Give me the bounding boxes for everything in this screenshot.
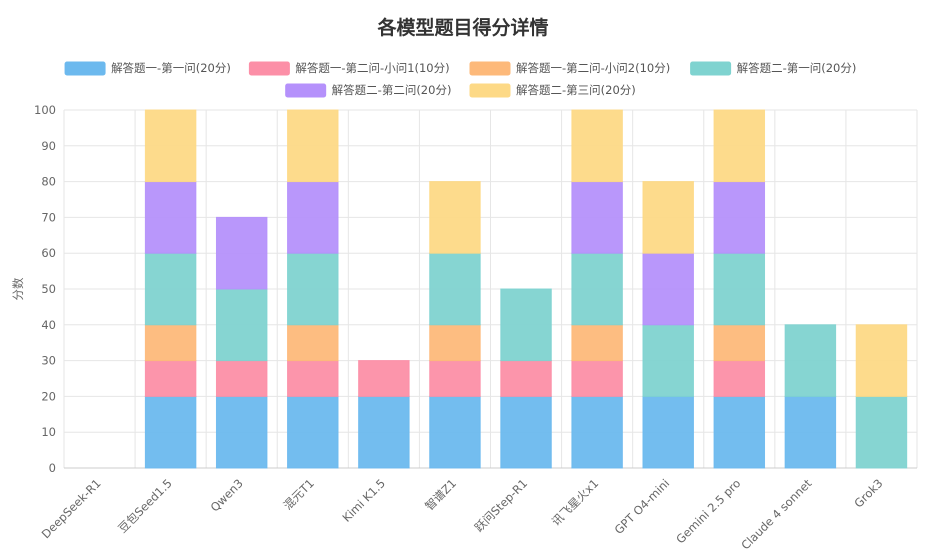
- legend-swatch: [690, 61, 732, 76]
- bar-segment: [144, 360, 197, 397]
- bar-segment: [144, 181, 197, 254]
- y-tick-label: 10: [41, 425, 56, 439]
- y-tick-label: 50: [41, 282, 56, 296]
- x-tick-label: 豆包Seed1.5: [115, 476, 174, 535]
- bar-segment: [287, 360, 339, 397]
- x-tick-label: DeepSeek-R1: [39, 476, 104, 541]
- bar-segment: [784, 395, 837, 469]
- bar-segment: [713, 324, 766, 362]
- bar-segment: [287, 109, 339, 183]
- y-tick-label: 20: [41, 389, 56, 403]
- bar-segment: [571, 360, 623, 397]
- bar-segment: [287, 324, 339, 362]
- x-tick-label: 讯飞星火x1: [549, 476, 601, 528]
- bar-segment: [429, 360, 481, 397]
- y-tick-label: 100: [34, 103, 56, 117]
- bar-segment: [713, 360, 766, 397]
- y-tick-label: 80: [41, 175, 56, 189]
- x-tick-label: Qwen3: [208, 476, 246, 514]
- bar-segment: [713, 109, 766, 183]
- y-tick-label: 40: [41, 318, 56, 332]
- legend-swatch: [285, 83, 327, 98]
- bar-segment: [287, 395, 339, 469]
- y-axis-label: 分数: [11, 277, 25, 300]
- legend-label: 解答题二-第二问(20分): [332, 83, 452, 97]
- bar-segment: [571, 181, 623, 254]
- legend-label: 解答题二-第一问(20分): [737, 61, 857, 75]
- y-tick-label: 60: [41, 246, 56, 260]
- bar-segment: [144, 109, 197, 183]
- bar-segment: [642, 181, 694, 254]
- bar-segment: [571, 252, 623, 326]
- bars: [144, 109, 908, 469]
- x-tick-label: GPT O4-mini: [612, 476, 673, 537]
- bar-segment: [500, 395, 552, 469]
- y-tick-label: 70: [41, 210, 56, 224]
- bar-segment: [713, 252, 766, 326]
- x-tick-label: 混元T1: [281, 476, 317, 512]
- y-axis-ticks: 0 10 20 30 40 50 60 70 80 90 100: [34, 103, 56, 475]
- bar-segment: [144, 252, 197, 326]
- bar-segment: [571, 109, 623, 183]
- legend-label: 解答题一-第一问(20分): [111, 61, 231, 75]
- legend-label: 解答题二-第三问(20分): [516, 83, 636, 97]
- y-tick-label: 0: [49, 461, 56, 475]
- bar-segment: [358, 360, 410, 397]
- bar-segment: [642, 324, 694, 397]
- x-tick-label: 跃问Step-R1: [472, 476, 530, 534]
- x-tick-label: Claude 4 sonnet: [738, 476, 815, 553]
- bar-segment: [713, 395, 766, 469]
- bar-segment: [287, 252, 339, 326]
- bar-segment: [500, 288, 552, 362]
- legend-swatch: [469, 83, 511, 98]
- bar-segment: [429, 181, 481, 254]
- bar-segment: [713, 181, 766, 254]
- bar-segment: [215, 360, 268, 397]
- bar-segment: [215, 288, 268, 362]
- legend-label: 解答题一-第二问-小问1(10分): [295, 61, 449, 75]
- bar-segment: [571, 324, 623, 362]
- legend: 解答题一-第一问(20分) 解答题一-第二问-小问1(10分) 解答题一-第二问-小…: [64, 61, 857, 98]
- x-tick-label: Gemini 2.5 pro: [673, 476, 743, 546]
- bar-segment: [784, 324, 837, 397]
- bar-segment: [215, 395, 268, 469]
- bar-segment: [215, 216, 268, 290]
- bar-segment: [855, 324, 908, 397]
- bar-segment: [500, 360, 552, 397]
- bar-segment: [429, 324, 481, 362]
- grid-lines: [63, 109, 918, 469]
- bar-segment: [144, 395, 197, 469]
- bar-segment: [571, 395, 623, 469]
- bar-segment: [358, 395, 410, 469]
- bar-segment: [855, 395, 908, 469]
- y-tick-label: 90: [41, 139, 56, 153]
- bar-segment: [429, 252, 481, 326]
- bar-segment: [429, 395, 481, 469]
- x-tick-label: 智谱Z1: [422, 476, 459, 513]
- y-tick-label: 30: [41, 354, 56, 368]
- legend-swatch: [64, 61, 106, 76]
- x-tick-label: Kimi K1.5: [339, 476, 388, 525]
- chart-title: 各模型题目得分详情: [376, 16, 548, 39]
- bar-segment: [287, 181, 339, 254]
- bar-segment: [642, 252, 694, 326]
- x-axis-ticks: DeepSeek-R1 豆包Seed1.5 Qwen3 混元T1 Kimi K1.5 智谱…: [39, 476, 886, 553]
- legend-label: 解答题一-第二问-小问2(10分): [516, 61, 670, 75]
- legend-swatch: [248, 61, 290, 76]
- legend-swatch: [469, 61, 511, 76]
- bar-segment: [144, 324, 197, 362]
- x-tick-label: Grok3: [851, 476, 885, 510]
- bar-segment: [642, 395, 694, 469]
